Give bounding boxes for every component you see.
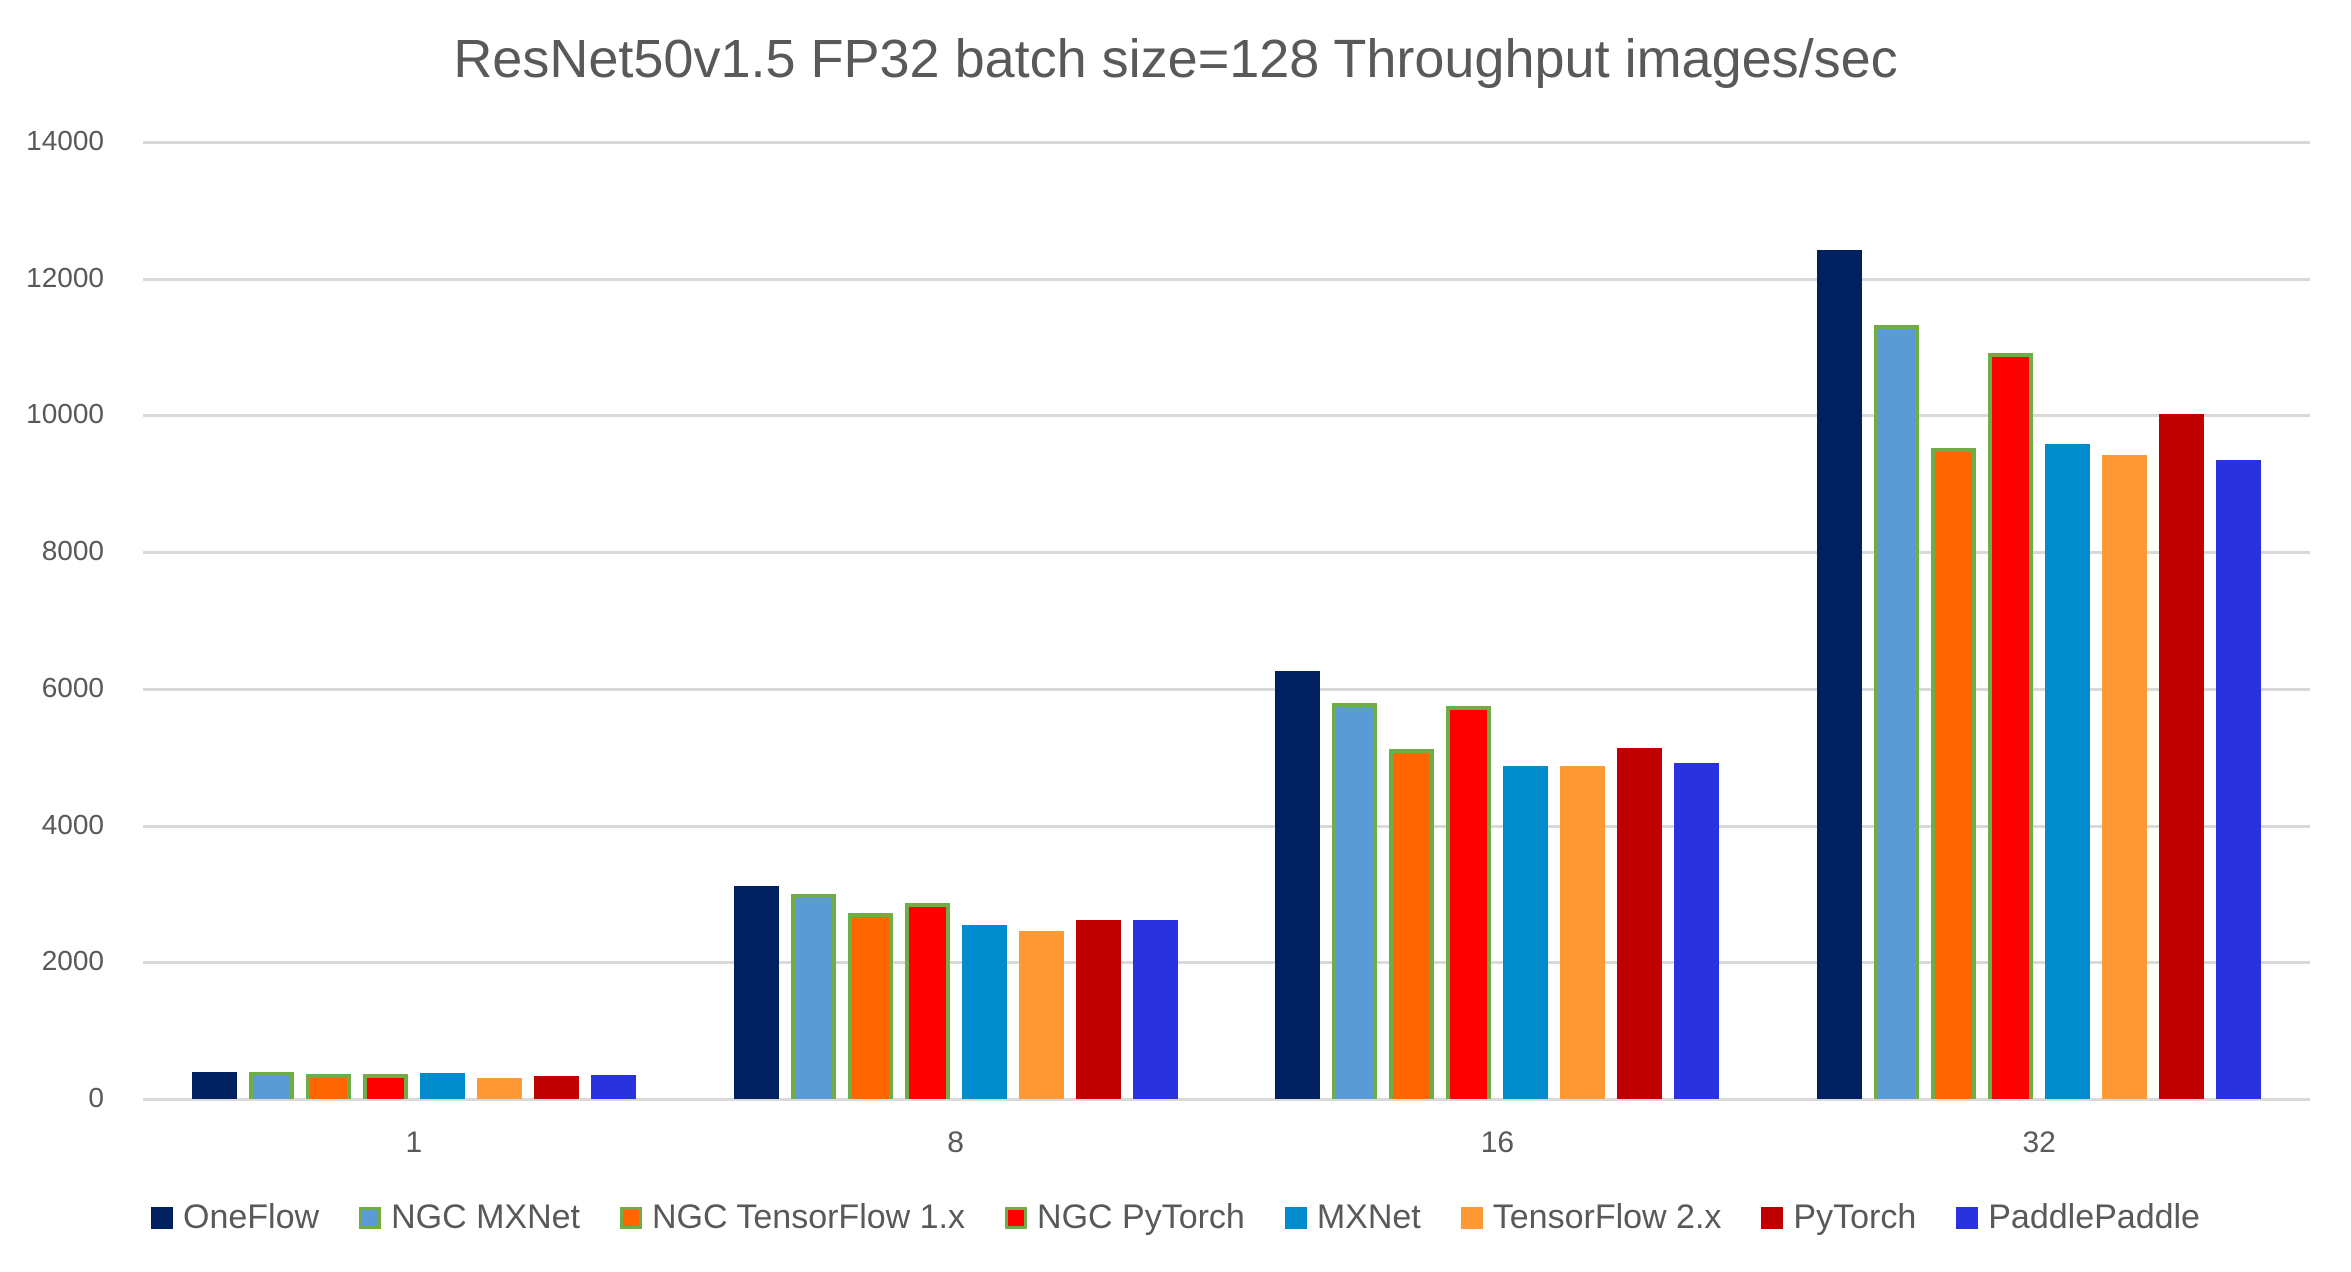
legend-label: MXNet	[1316, 1198, 1421, 1236]
bar	[1389, 748, 1435, 1099]
legend-item: MXNet	[1284, 1198, 1421, 1237]
bar	[1674, 762, 1720, 1099]
legend-item: PaddlePaddle	[1956, 1198, 2200, 1237]
bar	[1332, 703, 1378, 1099]
legend-swatch-icon	[1761, 1206, 1784, 1229]
bar	[476, 1078, 522, 1099]
legend-swatch-icon	[1284, 1206, 1307, 1229]
bar	[1560, 766, 1606, 1099]
bar	[847, 913, 893, 1099]
legend-swatch-icon	[1460, 1206, 1483, 1229]
legend-item: PyTorch	[1761, 1198, 1916, 1237]
legend-label: PaddlePaddle	[1988, 1198, 2200, 1236]
y-tick-label: 10000	[26, 398, 104, 430]
legend-item: TensorFlow 2.x	[1460, 1198, 1722, 1237]
bar	[1132, 920, 1178, 1099]
legend-swatch-icon	[1005, 1206, 1028, 1229]
gridline	[143, 824, 2310, 828]
bar	[1874, 324, 1920, 1099]
bar	[305, 1073, 351, 1099]
bar	[362, 1073, 408, 1099]
bar	[1018, 931, 1064, 1099]
gridline	[143, 141, 2310, 144]
legend-swatch-icon	[151, 1206, 173, 1229]
bar	[248, 1071, 294, 1099]
legend-swatch-icon	[1956, 1206, 1979, 1229]
bar	[733, 886, 779, 1099]
bar	[2216, 460, 2262, 1099]
legend-label: PyTorch	[1793, 1198, 1917, 1236]
bar	[2159, 414, 2205, 1099]
bar	[961, 925, 1007, 1099]
legend-label: NGC PyTorch	[1037, 1198, 1245, 1236]
legend-label: NGC TensorFlow 1.x	[651, 1198, 966, 1236]
x-tick-label: 16	[1480, 1126, 1515, 1159]
bar	[419, 1073, 465, 1099]
bar	[1075, 920, 1121, 1099]
legend-item: NGC MXNet	[359, 1198, 580, 1237]
bar	[2102, 455, 2148, 1099]
bar	[1988, 352, 2034, 1099]
y-tick-label: 4000	[41, 808, 104, 840]
y-tick-label: 14000	[26, 125, 104, 156]
legend-label: NGC MXNet	[391, 1198, 580, 1236]
gridline	[143, 961, 2310, 965]
bar	[191, 1072, 237, 1099]
legend-swatch-icon	[359, 1206, 382, 1229]
gridline	[143, 414, 2310, 418]
y-tick-label: 8000	[41, 535, 104, 567]
y-tick-label: 12000	[26, 261, 104, 293]
bar	[1931, 448, 1977, 1099]
x-tick-label: 32	[2022, 1126, 2056, 1159]
legend: OneFlow NGC MXNet NGC TensorFlow 1.x NGC Py…	[0, 1198, 2351, 1237]
bar	[1817, 250, 1863, 1099]
gridline	[143, 551, 2310, 555]
bar	[1503, 766, 1549, 1099]
legend-swatch-icon	[619, 1206, 642, 1229]
legend-label: TensorFlow 2.x	[1492, 1198, 1722, 1236]
bar	[1275, 670, 1321, 1099]
chart-title: ResNet50v1.5 FP32 batch size=128 Through…	[453, 29, 1898, 89]
legend-label: OneFlow	[183, 1198, 320, 1236]
y-tick-label: 6000	[41, 671, 104, 703]
y-tick-label: 2000	[41, 945, 104, 977]
legend-item: NGC PyTorch	[1005, 1198, 1245, 1237]
legend-item: OneFlow	[151, 1198, 319, 1237]
bar	[590, 1074, 636, 1099]
legend-item: NGC TensorFlow 1.x	[619, 1198, 966, 1237]
gridline	[143, 1098, 2310, 1101]
bar	[1446, 706, 1492, 1099]
bar	[533, 1075, 579, 1099]
x-tick-label: 1	[405, 1126, 423, 1159]
bar	[1617, 747, 1663, 1099]
x-tick-label: 8	[947, 1126, 964, 1159]
bar	[790, 894, 836, 1099]
bar	[904, 902, 950, 1099]
y-tick-label: 0	[88, 1082, 104, 1113]
bar	[2045, 444, 2091, 1099]
gridline	[143, 687, 2310, 691]
gridline	[143, 277, 2310, 281]
